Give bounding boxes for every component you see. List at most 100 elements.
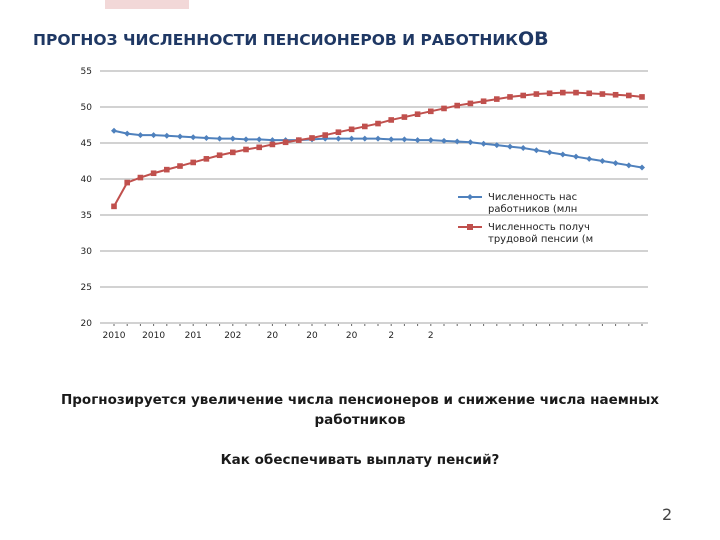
x-tick-label: 202 <box>224 331 241 341</box>
point-workers <box>520 145 527 152</box>
x-tick-mark <box>258 324 260 326</box>
legend-label-line1: Численность нас <box>488 192 577 203</box>
point-pensioners <box>494 96 500 102</box>
x-tick-mark <box>641 324 643 326</box>
legend-label-line2: трудовой пенсии (м <box>488 234 593 245</box>
y-tick-label: 30 <box>81 247 93 257</box>
caption: Прогнозируется увеличение числа пенсионе… <box>40 390 680 470</box>
x-tick-mark <box>179 324 181 326</box>
point-pensioners <box>480 98 487 105</box>
point-pensioners <box>309 135 315 141</box>
x-tick-mark <box>535 324 537 326</box>
point-pensioners <box>216 152 223 159</box>
x-tick-label: 20 <box>306 331 318 341</box>
x-tick-mark <box>377 324 379 326</box>
chart-x-axis: 2010 2010 201 202 20 20 20 2 2 <box>103 324 643 341</box>
point-pensioners <box>599 91 606 97</box>
x-tick-mark <box>113 324 115 326</box>
x-tick-mark <box>509 324 511 326</box>
point-pensioners <box>612 91 619 98</box>
x-tick-label: 201 <box>185 331 202 341</box>
chart-series <box>111 89 645 210</box>
point-workers <box>480 140 487 147</box>
legend-marker-pensioners <box>467 224 473 230</box>
point-workers <box>427 137 434 144</box>
point-workers <box>388 136 395 143</box>
point-workers <box>573 153 579 160</box>
series-line-pensioners <box>113 91 643 207</box>
y-tick-label: 50 <box>81 103 93 113</box>
y-tick-label: 25 <box>81 283 92 293</box>
point-pensioners <box>111 203 117 210</box>
point-pensioners <box>362 123 368 130</box>
point-pensioners <box>124 179 130 186</box>
x-tick-mark <box>245 324 247 326</box>
point-pensioners <box>375 120 381 127</box>
x-tick-label: 2 <box>428 331 434 341</box>
point-workers <box>375 135 381 142</box>
point-pensioners <box>520 92 526 99</box>
x-tick-label: 20 <box>346 331 358 341</box>
point-pensioners <box>428 108 434 115</box>
point-pensioners <box>177 163 183 169</box>
point-workers <box>441 137 447 144</box>
x-tick-mark <box>575 324 577 326</box>
x-tick-mark <box>430 324 432 326</box>
point-workers <box>177 133 183 140</box>
point-workers <box>559 151 566 158</box>
x-tick-mark <box>403 324 405 326</box>
x-tick-mark <box>601 324 603 326</box>
x-tick-mark <box>588 324 590 326</box>
point-workers <box>335 135 342 142</box>
x-tick-mark <box>311 324 313 326</box>
chart-y-axis: 20 25 30 35 40 45 50 55 <box>81 67 93 329</box>
x-tick-mark <box>615 324 617 326</box>
point-workers <box>507 143 513 150</box>
x-tick-mark <box>232 324 234 326</box>
point-pensioners <box>639 94 645 100</box>
slide-title-main: ПРОГНОЗ ЧИСЛЕННОСТИ ПЕНСИОНЕРОВ И РАБОТН… <box>33 31 518 49</box>
x-tick-label: 20 <box>267 331 279 341</box>
point-pensioners <box>414 111 421 117</box>
point-workers <box>348 135 355 142</box>
x-tick-mark <box>351 324 353 326</box>
point-pensioners <box>322 132 328 138</box>
x-tick-mark <box>417 324 419 326</box>
x-tick-mark <box>364 324 366 326</box>
y-tick-label: 45 <box>81 139 92 149</box>
point-workers <box>190 134 197 141</box>
point-workers <box>467 139 474 146</box>
y-tick-label: 40 <box>81 175 93 185</box>
x-tick-mark <box>126 324 128 326</box>
point-workers <box>639 164 645 171</box>
x-tick-mark <box>522 324 524 326</box>
point-pensioners <box>401 114 408 120</box>
point-workers <box>229 135 236 142</box>
point-workers <box>322 135 329 142</box>
point-workers <box>414 137 421 144</box>
point-workers <box>163 132 170 139</box>
point-pensioners <box>454 102 460 109</box>
point-pensioners <box>573 89 579 96</box>
x-tick-mark <box>549 324 551 326</box>
legend-marker-workers <box>467 194 473 200</box>
point-pensioners <box>533 91 540 97</box>
x-tick-mark <box>469 324 471 326</box>
x-tick-mark <box>443 324 445 326</box>
point-pensioners <box>282 139 289 146</box>
point-pensioners <box>243 146 249 153</box>
point-pensioners <box>269 141 276 148</box>
point-pensioners <box>507 94 513 100</box>
point-workers <box>137 132 144 139</box>
x-tick-mark <box>628 324 630 326</box>
point-workers <box>243 136 249 143</box>
point-pensioners <box>441 105 447 112</box>
x-tick-mark <box>153 324 155 326</box>
x-tick-mark <box>324 324 326 326</box>
x-tick-mark <box>285 324 287 326</box>
point-workers <box>203 134 210 141</box>
point-workers <box>361 135 368 142</box>
x-tick-label: 2010 <box>142 331 165 341</box>
